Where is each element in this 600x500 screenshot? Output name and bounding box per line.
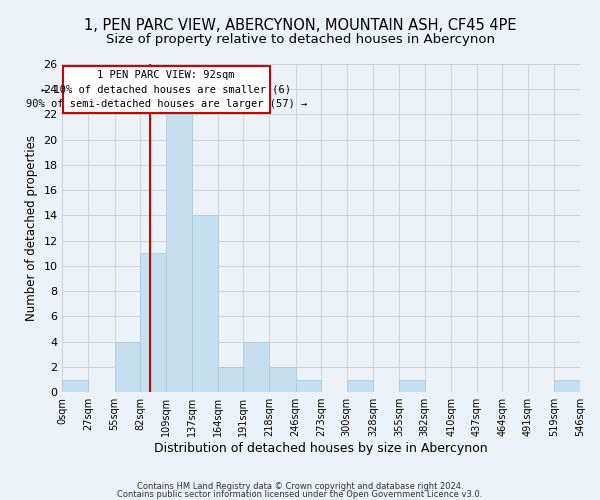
FancyBboxPatch shape [63,66,269,113]
Bar [62,380,88,392]
Bar [399,380,425,392]
Bar [296,380,321,392]
Text: Contains public sector information licensed under the Open Government Licence v3: Contains public sector information licen… [118,490,482,499]
Bar [347,380,373,392]
Bar [115,342,140,392]
Text: Size of property relative to detached houses in Abercynon: Size of property relative to detached ho… [106,32,494,46]
Bar [140,254,166,392]
Bar [244,342,269,392]
Text: 1, PEN PARC VIEW, ABERCYNON, MOUNTAIN ASH, CF45 4PE: 1, PEN PARC VIEW, ABERCYNON, MOUNTAIN AS… [84,18,516,32]
X-axis label: Distribution of detached houses by size in Abercynon: Distribution of detached houses by size … [154,442,488,455]
Text: 90% of semi-detached houses are larger (57) →: 90% of semi-detached houses are larger (… [26,98,307,108]
Bar [166,114,192,392]
Bar [269,367,296,392]
Bar [554,380,580,392]
Bar [218,367,244,392]
Text: Contains HM Land Registry data © Crown copyright and database right 2024.: Contains HM Land Registry data © Crown c… [137,482,463,491]
Bar [192,216,218,392]
Text: ← 10% of detached houses are smaller (6): ← 10% of detached houses are smaller (6) [41,84,291,94]
Text: 1 PEN PARC VIEW: 92sqm: 1 PEN PARC VIEW: 92sqm [97,70,235,80]
Y-axis label: Number of detached properties: Number of detached properties [25,135,38,321]
